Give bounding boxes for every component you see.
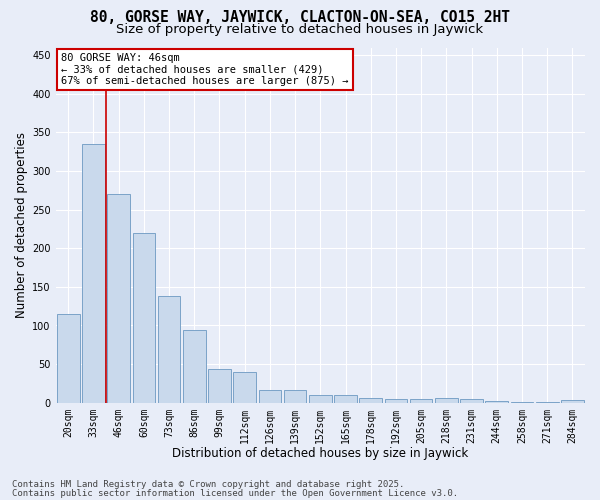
Bar bbox=[359, 398, 382, 402]
Bar bbox=[485, 401, 508, 402]
Bar bbox=[133, 233, 155, 402]
Bar bbox=[460, 399, 483, 402]
Bar bbox=[259, 390, 281, 402]
Y-axis label: Number of detached properties: Number of detached properties bbox=[15, 132, 28, 318]
Bar bbox=[208, 368, 231, 402]
Text: Contains public sector information licensed under the Open Government Licence v3: Contains public sector information licen… bbox=[12, 488, 458, 498]
Bar bbox=[410, 399, 433, 402]
Text: Contains HM Land Registry data © Crown copyright and database right 2025.: Contains HM Land Registry data © Crown c… bbox=[12, 480, 404, 489]
Bar bbox=[183, 330, 206, 402]
Bar bbox=[435, 398, 458, 402]
Bar bbox=[309, 395, 332, 402]
Bar bbox=[158, 296, 181, 403]
Bar bbox=[233, 372, 256, 402]
Bar bbox=[284, 390, 307, 402]
Bar bbox=[334, 395, 357, 402]
Bar bbox=[82, 144, 105, 403]
X-axis label: Distribution of detached houses by size in Jaywick: Distribution of detached houses by size … bbox=[172, 447, 469, 460]
Bar bbox=[107, 194, 130, 402]
Text: Size of property relative to detached houses in Jaywick: Size of property relative to detached ho… bbox=[116, 22, 484, 36]
Bar bbox=[561, 400, 584, 402]
Bar bbox=[57, 314, 80, 402]
Text: 80 GORSE WAY: 46sqm
← 33% of detached houses are smaller (429)
67% of semi-detac: 80 GORSE WAY: 46sqm ← 33% of detached ho… bbox=[61, 53, 349, 86]
Text: 80, GORSE WAY, JAYWICK, CLACTON-ON-SEA, CO15 2HT: 80, GORSE WAY, JAYWICK, CLACTON-ON-SEA, … bbox=[90, 10, 510, 25]
Bar bbox=[385, 399, 407, 402]
